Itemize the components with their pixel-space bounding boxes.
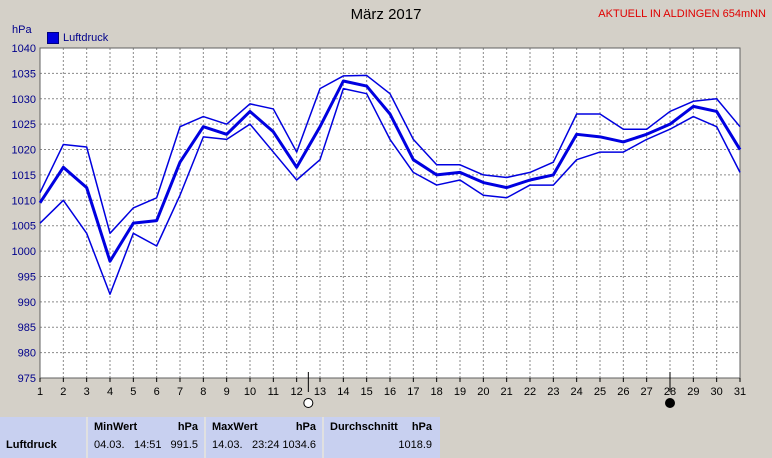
x-tick-label: 17	[407, 386, 419, 398]
legend: Luftdruck	[47, 32, 108, 44]
chart-title: März 2017	[350, 6, 422, 23]
min-value: 991.5	[170, 439, 198, 451]
y-tick-label: 1010	[12, 195, 36, 207]
chart-area: März 2017 AKTUELL IN ALDINGEN 654mNN hPa…	[12, 6, 766, 408]
max-header: MaxWert	[212, 421, 258, 433]
min-header: MinWert	[94, 421, 138, 433]
x-tick-label: 22	[524, 386, 536, 398]
x-tick-label: 1	[37, 386, 43, 398]
x-tick-label: 27	[641, 386, 653, 398]
x-tick-label: 13	[314, 386, 326, 398]
min-time: 14:51	[134, 439, 162, 451]
y-tick-label: 1040	[12, 43, 36, 55]
avg-unit: hPa	[411, 421, 432, 433]
pressure-chart: 9759809859909951000100510101015102010251…	[12, 43, 746, 408]
x-tick-label: 10	[244, 386, 256, 398]
y-tick-label: 1035	[12, 68, 36, 80]
x-tick-label: 12	[291, 386, 303, 398]
location-headline: AKTUELL IN ALDINGEN 654mNN	[598, 8, 766, 20]
x-tick-label: 25	[594, 386, 606, 398]
y-tick-label: 995	[18, 271, 36, 283]
x-tick-label: 26	[617, 386, 629, 398]
new-moon-icon	[303, 398, 314, 408]
stats-row-label: Luftdruck	[6, 439, 57, 451]
x-tick-label: 16	[384, 386, 396, 398]
y-tick-label: 990	[18, 297, 36, 309]
y-tick-label: 975	[18, 373, 36, 385]
y-tick-label: 1030	[12, 94, 36, 106]
x-tick-label: 4	[107, 386, 113, 398]
max-value: 1034.6	[282, 439, 316, 451]
x-tick-label: 8	[200, 386, 206, 398]
y-tick-label: 1020	[12, 145, 36, 157]
stats-row: Luftdruck MinWert hPa 04.03. 14:51 991.5…	[0, 417, 440, 458]
y-tick-label: 1025	[12, 119, 36, 131]
stats-row-label-cell: Luftdruck	[0, 417, 88, 458]
avg-header: Durchschnitt	[330, 421, 398, 433]
x-tick-label: 6	[154, 386, 160, 398]
x-tick-label: 29	[687, 386, 699, 398]
legend-label: Luftdruck	[63, 32, 109, 44]
x-tick-label: 24	[571, 386, 583, 398]
avg-value-cell: Durchschnitt hPa 1018.9	[324, 417, 438, 458]
x-tick-label: 14	[337, 386, 349, 398]
x-tick-label: 2	[60, 386, 66, 398]
y-tick-label: 1005	[12, 221, 36, 233]
full-moon-icon	[665, 398, 675, 408]
legend-swatch	[47, 32, 59, 44]
stats-panel: Luftdruck MinWert hPa 04.03. 14:51 991.5…	[0, 412, 772, 458]
x-tick-label: 30	[711, 386, 723, 398]
x-tick-label: 19	[454, 386, 466, 398]
y-tick-label: 985	[18, 322, 36, 334]
x-tick-label: 7	[177, 386, 183, 398]
max-unit: hPa	[295, 421, 316, 433]
y-tick-label: 1000	[12, 246, 36, 258]
series-line-mean	[38, 79, 742, 263]
min-unit: hPa	[177, 421, 198, 433]
x-tick-label: 31	[734, 386, 746, 398]
max-time: 23:24	[252, 439, 280, 451]
series-line-max	[39, 74, 741, 235]
max-value-cell: MaxWert hPa 14.03. 23:24 1034.6	[206, 417, 324, 458]
x-tick-label: 11	[268, 386, 279, 398]
y-tick-label: 980	[18, 348, 36, 360]
series-line-min	[39, 87, 741, 295]
x-tick-label: 3	[84, 386, 90, 398]
min-date: 04.03.	[94, 439, 125, 451]
x-tick-label: 18	[431, 386, 443, 398]
min-value-cell: MinWert hPa 04.03. 14:51 991.5	[88, 417, 206, 458]
y-axis-unit: hPa	[12, 24, 32, 36]
x-tick-label: 9	[224, 386, 230, 398]
avg-value: 1018.9	[398, 439, 432, 451]
x-tick-label: 5	[130, 386, 136, 398]
y-tick-label: 1015	[12, 170, 36, 182]
max-date: 14.03.	[212, 439, 243, 451]
x-tick-label: 20	[477, 386, 489, 398]
x-tick-label: 23	[547, 386, 559, 398]
x-tick-label: 21	[501, 386, 513, 398]
x-tick-label: 15	[361, 386, 373, 398]
